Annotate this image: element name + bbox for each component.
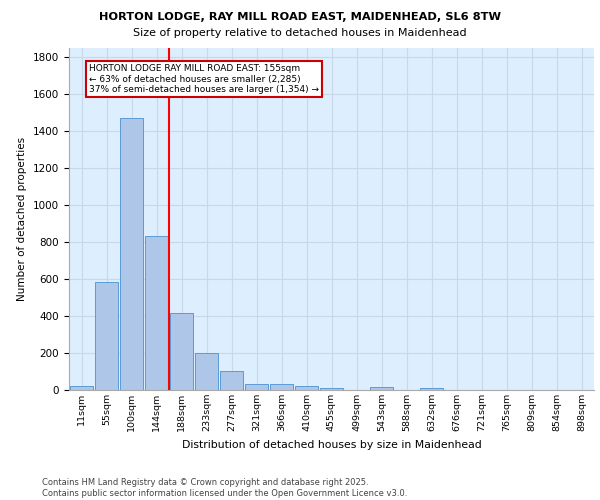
Bar bbox=[70, 386, 94, 390]
Bar bbox=[370, 387, 394, 390]
Text: Contains HM Land Registry data © Crown copyright and database right 2025.
Contai: Contains HM Land Registry data © Crown c… bbox=[42, 478, 407, 498]
Bar bbox=[194, 353, 218, 390]
Bar bbox=[320, 388, 343, 390]
Bar bbox=[220, 372, 244, 390]
Bar bbox=[419, 388, 443, 390]
Bar bbox=[145, 236, 169, 390]
Text: HORTON LODGE, RAY MILL ROAD EAST, MAIDENHEAD, SL6 8TW: HORTON LODGE, RAY MILL ROAD EAST, MAIDEN… bbox=[99, 12, 501, 22]
Bar bbox=[269, 384, 293, 390]
Bar bbox=[95, 282, 118, 390]
Text: Size of property relative to detached houses in Maidenhead: Size of property relative to detached ho… bbox=[133, 28, 467, 38]
Bar bbox=[170, 313, 193, 390]
X-axis label: Distribution of detached houses by size in Maidenhead: Distribution of detached houses by size … bbox=[182, 440, 481, 450]
Text: HORTON LODGE RAY MILL ROAD EAST: 155sqm
← 63% of detached houses are smaller (2,: HORTON LODGE RAY MILL ROAD EAST: 155sqm … bbox=[89, 64, 319, 94]
Bar bbox=[295, 386, 319, 390]
Bar bbox=[119, 118, 143, 390]
Bar bbox=[245, 384, 268, 390]
Y-axis label: Number of detached properties: Number of detached properties bbox=[17, 136, 28, 301]
